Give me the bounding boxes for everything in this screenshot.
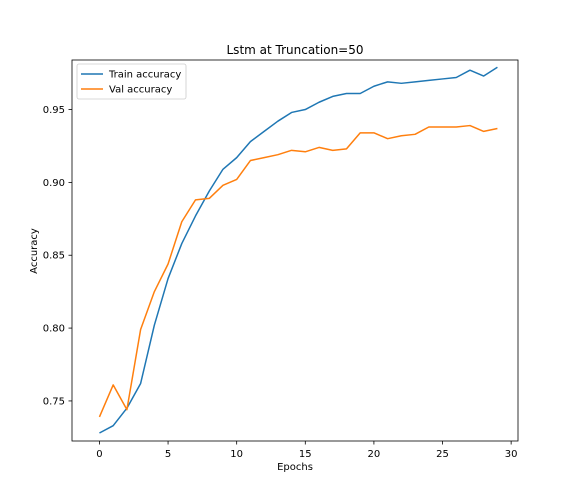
plot-area [98, 66, 498, 434]
x-tick-label: 0 [96, 449, 102, 460]
y-tick-label: 0.85 [43, 251, 65, 262]
x-tick-label: 15 [299, 449, 312, 460]
x-axis-label: Epochs [277, 462, 313, 473]
x-tick-label: 5 [165, 449, 171, 460]
legend-box [76, 63, 187, 100]
y-axis-label: Accuracy [29, 228, 40, 274]
x-tick-label: 30 [505, 449, 518, 460]
x-tick-label: 10 [230, 449, 243, 460]
y-tick-label: 0.80 [43, 324, 65, 335]
chart-title: Lstm at Truncation=50 [227, 43, 364, 57]
axes: 0 5 10 15 20 25 30 0.75 0.80 0.85 0.90 0.95 [43, 105, 518, 460]
series-line-1 [98, 124, 498, 418]
y-tick-label: 0.90 [43, 178, 65, 189]
y-tick-label: 0.75 [43, 396, 65, 407]
x-tick-label: 25 [436, 449, 449, 460]
y-tick-label: 0.95 [43, 105, 65, 116]
legend: Train accuracy Val accuracy [76, 63, 187, 100]
plot-frame [71, 59, 519, 442]
x-tick-label: 20 [368, 449, 381, 460]
legend-label-1: Val accuracy [109, 85, 172, 96]
series-line-0 [99, 66, 498, 434]
legend-label-0: Train accuracy [108, 70, 181, 81]
